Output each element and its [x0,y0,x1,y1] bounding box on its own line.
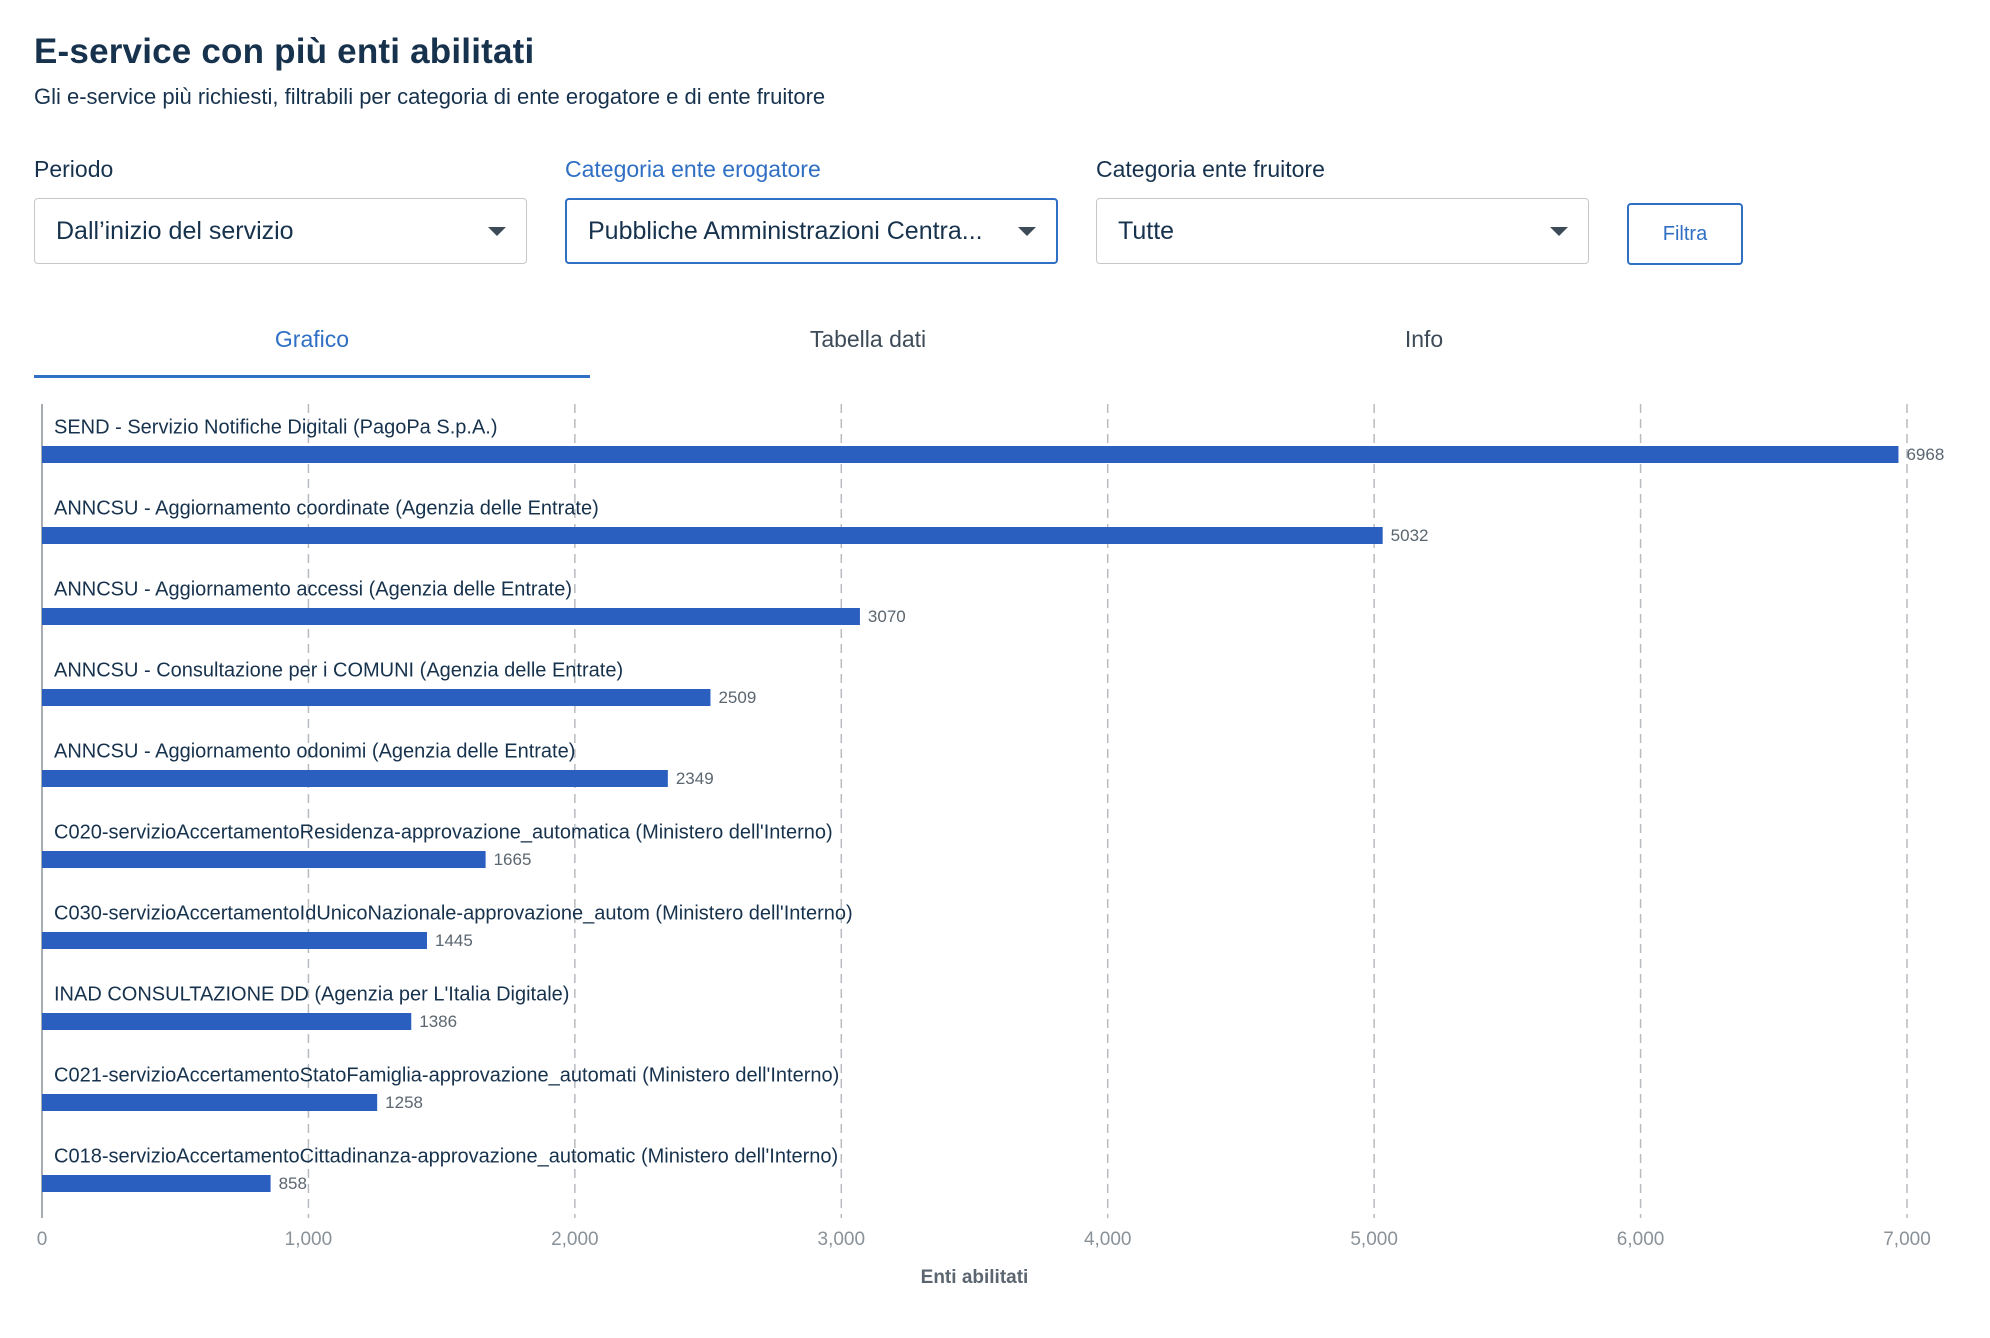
erogatore-select[interactable]: Pubbliche Amministrazioni Centra... [565,198,1058,264]
bar-value-label: 1665 [494,850,532,869]
filtra-button[interactable]: Filtra [1627,203,1743,265]
x-tick-label: 6,000 [1617,1229,1665,1250]
fruitore-select-value: Tutte [1118,216,1175,245]
x-tick-label: 1,000 [285,1229,333,1250]
x-tick-label: 7,000 [1883,1229,1931,1250]
x-tick-label: 4,000 [1084,1229,1132,1250]
bar-value-label: 3070 [868,607,906,626]
bar-category-label: ANNCSU - Aggiornamento coordinate (Agenz… [54,497,599,519]
bar-value-label: 5032 [1391,526,1429,545]
bar-value-label: 2509 [718,688,756,707]
x-tick-label: 0 [37,1229,48,1250]
bar-category-label: C021-servizioAccertamentoStatoFamiglia-a… [54,1064,839,1086]
bar-category-label: ANNCSU - Aggiornamento odonimi (Agenzia … [54,740,575,762]
fruitore-label: Categoria ente fruitore [1096,156,1325,182]
bar-category-label: SEND - Servizio Notifiche Digitali (Pago… [54,416,498,438]
page-subtitle: Gli e-service più richiesti, filtrabili … [34,84,826,109]
bar-value-label: 2349 [676,769,714,788]
bar [42,446,1899,463]
fruitore-select[interactable]: Tutte [1096,198,1589,264]
bar [42,1013,412,1030]
bar [42,689,711,706]
bar-value-label: 1258 [385,1093,423,1112]
x-tick-label: 5,000 [1350,1229,1398,1250]
bar-value-label: 6968 [1906,445,1944,464]
bar [42,932,427,949]
x-tick-label: 3,000 [818,1229,866,1250]
tab-tabella-dati[interactable]: Tabella dati [809,326,927,352]
bar [42,1094,378,1111]
periodo-select[interactable]: Dall’inizio del servizio [34,198,527,264]
bar-category-label: INAD CONSULTAZIONE DD (Agenzia per L'Ita… [54,983,569,1005]
bar-value-label: 1386 [419,1012,457,1031]
bar-category-label: C030-servizioAccertamentoIdUnicoNazional… [54,902,853,924]
chevron-down-icon [488,226,506,236]
bar [42,770,668,787]
tab-info[interactable]: Info [1404,326,1444,352]
bar-category-label: ANNCSU - Consultazione per i COMUNI (Age… [54,659,623,681]
x-axis-title: Enti abilitati [921,1267,1029,1288]
bar [42,851,486,868]
bar-value-label: 858 [279,1174,307,1193]
erogatore-select-value: Pubbliche Amministrazioni Centra... [588,216,983,245]
bar [42,527,1383,544]
tab-bar: Grafico Tabella dati Info [34,316,1702,378]
periodo-select-value: Dall’inizio del servizio [56,216,294,245]
bar-category-label: ANNCSU - Aggiornamento accessi (Agenzia … [54,578,572,600]
bar-category-label: C020-servizioAccertamentoResidenza-appro… [54,821,833,843]
bar [42,1175,271,1192]
chevron-down-icon [1018,226,1036,236]
tab-grafico[interactable]: Grafico [34,316,590,378]
x-tick-label: 2,000 [551,1229,599,1250]
page-title: E-service con più enti abilitati [34,32,535,71]
erogatore-label: Categoria ente erogatore [565,156,821,182]
bar [42,608,860,625]
bar-value-label: 1445 [435,931,473,950]
periodo-label: Periodo [34,156,114,182]
bar-category-label: C018-servizioAccertamentoCittadinanza-ap… [54,1145,838,1167]
chevron-down-icon [1550,226,1568,236]
